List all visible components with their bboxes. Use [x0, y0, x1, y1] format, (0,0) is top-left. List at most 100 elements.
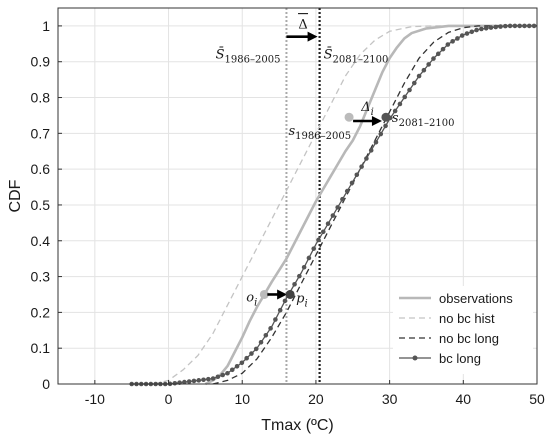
arrow-delta-i-head	[371, 116, 382, 127]
series-point-bc-long	[191, 378, 197, 384]
legend-label: no bc hist	[439, 311, 495, 326]
series-point-bc-long	[249, 351, 254, 356]
series-point-bc-long	[368, 148, 374, 153]
series-point-bc-long	[474, 27, 479, 33]
series-point-bc-long	[215, 374, 221, 380]
y-tick-label: 0.9	[31, 54, 51, 70]
legend-label: no bc long	[439, 331, 499, 346]
series-point-bc-long	[421, 67, 427, 73]
series-point-bc-long	[244, 355, 249, 361]
y-tick-label: 0.4	[31, 233, 51, 249]
label-p-i: pi	[296, 291, 308, 309]
label-s-bar-hist: S̄1986–2005	[216, 46, 281, 65]
series-point-bc-long	[268, 326, 273, 331]
label-s-fut: s2081–2100	[392, 111, 455, 129]
series-point-bc-long	[479, 26, 484, 32]
series-point-bc-long	[459, 33, 465, 38]
legend-swatch-dot	[412, 355, 418, 361]
marker-s-hist	[344, 112, 354, 122]
series-point-bc-long	[512, 23, 518, 29]
label-s-bar-fut: S̄2081–2100	[324, 46, 389, 65]
legend-label: bc long	[439, 351, 481, 366]
series-point-bc-long	[273, 317, 278, 322]
marker-s-fut	[381, 112, 391, 122]
grid	[58, 8, 538, 385]
annotations: Δ S̄1986–2005 S̄2081–2100 Δi s1986–2005 s2081…	[216, 13, 455, 309]
series-point-bc-long	[455, 36, 460, 41]
series-point-bc-long	[431, 56, 436, 61]
x-tick-label: 40	[456, 391, 472, 407]
series-point-bc-long	[359, 164, 364, 169]
marker-o-i	[259, 289, 269, 299]
series-point-bc-long	[225, 370, 230, 376]
x-tick-label: 20	[308, 391, 324, 407]
series-line-observations	[204, 24, 537, 386]
series-point-bc-long	[239, 360, 245, 366]
marker-p-i	[285, 289, 295, 299]
x-axis-title: Tmax (ºC)	[261, 417, 334, 434]
series-point-bc-long	[378, 131, 384, 137]
series-point-bc-long	[201, 377, 206, 383]
series-point-bc-long	[320, 229, 326, 235]
y-tick-label: 0.5	[31, 197, 51, 213]
series-point-bc-long	[335, 205, 340, 210]
series-point-bc-long	[522, 23, 527, 29]
y-tick-label: 0.1	[31, 340, 51, 356]
series-point-bc-long	[364, 156, 369, 161]
series-point-bc-long	[397, 101, 403, 107]
label-o-i: oi	[246, 290, 257, 308]
series-point-bc-long	[210, 376, 216, 381]
series-point-bc-long	[483, 26, 489, 31]
series-line-no-bc-hist	[153, 25, 537, 385]
x-tick-label: -10	[85, 391, 105, 407]
series-point-bc-long	[258, 339, 264, 345]
series-point-bc-long	[498, 24, 503, 29]
series-point-bc-long	[282, 298, 288, 304]
x-tick-label: 0	[165, 391, 173, 407]
series-point-bc-long	[292, 281, 297, 287]
axes: -10 0 10 20 30 40 50 0 0.1 0.2 0.3 0.4 0.5 0.6 0.7 0.8 0…	[7, 7, 545, 434]
series-point-bc-long	[253, 346, 259, 352]
series-point-bc-long	[412, 80, 417, 86]
series-point-bc-long	[330, 213, 336, 218]
y-tick-label: 0.7	[31, 125, 51, 141]
series-point-bc-long	[507, 23, 513, 29]
legend: observations no bc hist no bc long bc long	[393, 286, 533, 374]
series-point-bc-long	[464, 31, 470, 36]
series-point-bc-long	[344, 188, 350, 194]
series-point-bc-long	[450, 39, 455, 44]
series-point-bc-long	[277, 307, 283, 313]
series-point-bc-long	[340, 196, 345, 202]
series-point-bc-long	[229, 367, 235, 373]
series-point-bc-long	[531, 23, 537, 29]
series-point-bc-long	[316, 237, 321, 243]
y-tick-label: 0.2	[31, 304, 51, 320]
series-point-bc-long	[426, 62, 431, 67]
series-point-bc-long	[172, 380, 178, 386]
y-tick-label: 1	[42, 18, 50, 34]
series-point-bc-long	[306, 255, 312, 261]
series-point-bc-long	[373, 139, 379, 145]
series-point-bc-long	[469, 29, 475, 35]
y-tick-label: 0	[42, 376, 50, 392]
series-point-bc-long	[182, 379, 187, 385]
series-point-bc-long	[206, 376, 211, 382]
series-point-bc-long	[196, 378, 202, 383]
series	[129, 23, 537, 387]
series-point-bc-long	[526, 23, 532, 29]
y-tick-label: 0.6	[31, 161, 51, 177]
series-point-bc-long	[416, 73, 422, 79]
y-tick-label: 0.3	[31, 269, 51, 285]
series-point-bc-long	[383, 123, 388, 129]
x-tick-label: 10	[234, 391, 250, 407]
y-tick-label: 0.8	[31, 90, 51, 106]
label-delta-i: Δi	[360, 100, 374, 118]
series-point-bc-long	[311, 246, 317, 251]
series-point-bc-long	[440, 46, 446, 52]
series-point-bc-long	[354, 172, 360, 178]
series-point-bc-long	[407, 87, 412, 93]
label-delta-bar: Δ	[298, 18, 307, 33]
arrow-o-to-p-head	[277, 289, 288, 300]
